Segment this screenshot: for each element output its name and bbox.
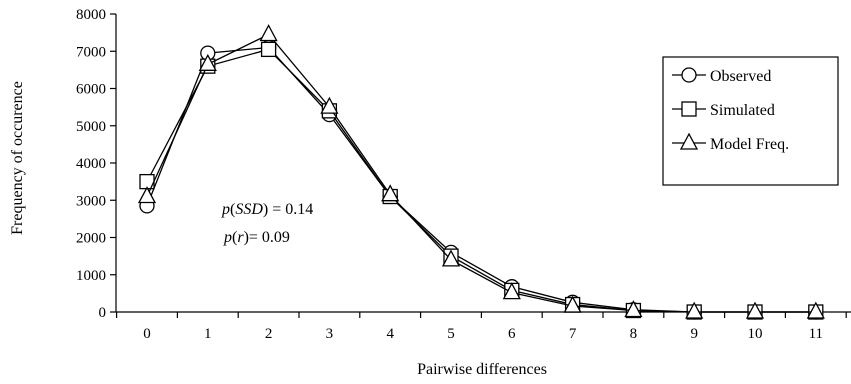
x-tick-label: 5 xyxy=(447,326,455,342)
data-point-triangle xyxy=(563,295,582,313)
legend-marker-triangle xyxy=(679,132,699,150)
data-point-triangle xyxy=(259,24,278,42)
annotation-ssd-var: SSD xyxy=(235,201,263,218)
x-tick-label: 4 xyxy=(386,326,394,342)
annotation-r: p(r)= 0.09 xyxy=(223,229,290,246)
legend: Observed Simulated Model Freq. xyxy=(662,56,839,186)
x-tick-label: 3 xyxy=(326,326,334,342)
x-tick-label: 11 xyxy=(809,326,823,342)
y-tick-label: 5000 xyxy=(76,119,106,135)
x-tick-label: 0 xyxy=(143,326,151,342)
y-tick-label: 4000 xyxy=(76,156,106,172)
x-tick-label: 7 xyxy=(569,326,577,342)
annotation-r-value: )= 0.09 xyxy=(244,229,290,246)
data-point-triangle xyxy=(685,301,704,319)
x-axis: 0 1 2 3 4 5 6 7 8 9 10 11 xyxy=(115,311,851,342)
x-tick-label: 8 xyxy=(630,326,638,342)
series-layer xyxy=(137,24,825,320)
y-tick-label: 2000 xyxy=(76,231,106,247)
y-tick-label: 3000 xyxy=(76,193,106,209)
x-axis-label: Pairwise differences xyxy=(417,361,547,378)
legend-label: Observed xyxy=(710,68,771,85)
x-tick-label: 2 xyxy=(265,326,273,342)
series-triangle xyxy=(137,24,825,319)
data-point-triangle xyxy=(137,186,157,204)
data-point-triangle xyxy=(320,96,339,114)
annotation-ssd-value: ) = 0.14 xyxy=(263,201,313,218)
data-point-triangle xyxy=(198,53,217,71)
y-tick-label: 7000 xyxy=(76,44,106,60)
legend-marker-circle xyxy=(681,67,697,83)
series-line xyxy=(146,33,816,313)
annotation-ssd-prefix: p xyxy=(221,201,230,218)
legend-marker-square xyxy=(681,101,697,117)
x-tick-label: 9 xyxy=(690,326,698,342)
y-axis: 0 1000 2000 3000 4000 5000 6000 7000 8000 xyxy=(76,7,117,321)
x-tick-label: 10 xyxy=(748,326,763,342)
data-point-triangle xyxy=(806,301,825,319)
legend-label: Model Freq. xyxy=(710,136,789,153)
y-axis-label: Frequency of occurence xyxy=(9,81,26,235)
x-tick-label: 6 xyxy=(508,326,516,342)
y-tick-label: 8000 xyxy=(76,7,106,23)
annotation-ssd: p(SSD) = 0.14 xyxy=(221,201,313,218)
annotation-r-var: r xyxy=(237,229,244,246)
annotation-r-prefix: p xyxy=(223,229,232,246)
x-tick-label: 1 xyxy=(204,326,212,342)
y-tick-label: 0 xyxy=(99,305,107,321)
y-tick-label: 1000 xyxy=(76,268,106,284)
y-tick-label: 6000 xyxy=(76,82,106,98)
data-point-triangle xyxy=(745,301,765,319)
data-point-triangle xyxy=(381,184,400,202)
legend-label: Simulated xyxy=(710,102,775,119)
data-point-triangle xyxy=(624,300,643,318)
data-point-square xyxy=(260,41,277,58)
data-point-triangle xyxy=(502,282,521,300)
data-point-triangle xyxy=(441,249,461,267)
